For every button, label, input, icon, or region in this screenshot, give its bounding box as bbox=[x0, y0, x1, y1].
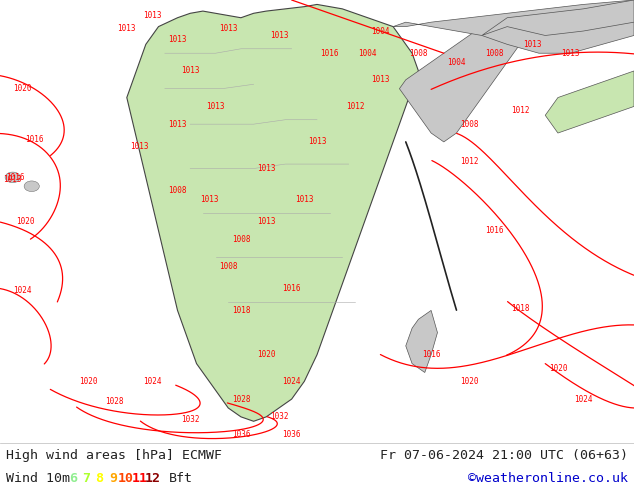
Text: 1012: 1012 bbox=[460, 157, 479, 167]
Text: 1012: 1012 bbox=[346, 102, 365, 111]
Text: 6: 6 bbox=[69, 472, 77, 485]
Polygon shape bbox=[393, 0, 634, 53]
Text: 1013: 1013 bbox=[295, 195, 314, 204]
Text: 1008: 1008 bbox=[485, 49, 504, 58]
Text: 9: 9 bbox=[109, 472, 117, 485]
Text: 1013: 1013 bbox=[168, 120, 187, 129]
Text: 1008: 1008 bbox=[460, 120, 479, 129]
Text: 11: 11 bbox=[131, 472, 148, 485]
Circle shape bbox=[5, 172, 20, 183]
Text: 1004: 1004 bbox=[358, 49, 377, 58]
Text: 1013: 1013 bbox=[200, 195, 219, 204]
Text: 1013: 1013 bbox=[307, 137, 327, 147]
Text: 1018: 1018 bbox=[510, 304, 529, 313]
Text: 1013: 1013 bbox=[130, 142, 149, 151]
Polygon shape bbox=[127, 4, 418, 421]
Text: 1013: 1013 bbox=[143, 11, 162, 20]
Polygon shape bbox=[482, 0, 634, 35]
Text: 1013: 1013 bbox=[206, 102, 225, 111]
Text: 1013: 1013 bbox=[523, 40, 542, 49]
Text: 1024: 1024 bbox=[143, 377, 162, 386]
Text: 1036: 1036 bbox=[282, 430, 301, 439]
Polygon shape bbox=[545, 71, 634, 133]
Text: 12: 12 bbox=[145, 472, 161, 485]
Text: 1004: 1004 bbox=[371, 26, 390, 36]
Text: 1024: 1024 bbox=[282, 377, 301, 386]
Text: 1024: 1024 bbox=[13, 286, 32, 295]
Text: 8: 8 bbox=[96, 472, 103, 485]
Text: 1013: 1013 bbox=[257, 164, 276, 173]
Text: 7: 7 bbox=[82, 472, 90, 485]
Text: 10: 10 bbox=[118, 472, 134, 485]
Text: 1018: 1018 bbox=[231, 306, 250, 315]
Text: 1008: 1008 bbox=[168, 186, 187, 195]
Text: 1016: 1016 bbox=[485, 226, 504, 235]
Text: 1008: 1008 bbox=[231, 235, 250, 244]
Text: 1032: 1032 bbox=[181, 415, 200, 423]
Text: 1028: 1028 bbox=[105, 397, 124, 406]
Text: 1008: 1008 bbox=[219, 262, 238, 270]
Text: 1020: 1020 bbox=[548, 364, 567, 372]
Text: Wind 10m: Wind 10m bbox=[6, 472, 70, 485]
Text: 1013: 1013 bbox=[257, 217, 276, 226]
Text: High wind areas [hPa] ECMWF: High wind areas [hPa] ECMWF bbox=[6, 448, 223, 462]
Text: 1020: 1020 bbox=[16, 217, 35, 226]
Text: 1012: 1012 bbox=[510, 106, 529, 115]
Text: 1013: 1013 bbox=[371, 75, 390, 84]
Text: ©weatheronline.co.uk: ©weatheronline.co.uk bbox=[468, 472, 628, 485]
Text: 1020: 1020 bbox=[79, 377, 98, 386]
Text: Fr 07-06-2024 21:00 UTC (06+63): Fr 07-06-2024 21:00 UTC (06+63) bbox=[380, 448, 628, 462]
Text: 1008: 1008 bbox=[409, 49, 428, 58]
Polygon shape bbox=[406, 311, 437, 372]
Text: 1020: 1020 bbox=[460, 377, 479, 386]
Text: 1020: 1020 bbox=[13, 84, 32, 93]
Text: 1020: 1020 bbox=[257, 350, 276, 359]
Text: 1013: 1013 bbox=[181, 67, 200, 75]
Text: 1013: 1013 bbox=[269, 31, 288, 40]
Circle shape bbox=[24, 181, 39, 192]
Text: 1004: 1004 bbox=[447, 58, 466, 67]
Text: 1016: 1016 bbox=[282, 284, 301, 293]
Text: 1016: 1016 bbox=[422, 350, 441, 359]
Text: 1013: 1013 bbox=[219, 24, 238, 33]
Text: 1024: 1024 bbox=[574, 394, 593, 404]
Text: 1013: 1013 bbox=[168, 35, 187, 45]
Text: Bft: Bft bbox=[169, 472, 193, 485]
Text: 1036: 1036 bbox=[231, 430, 250, 439]
Text: 1016: 1016 bbox=[6, 173, 25, 182]
Text: 1013: 1013 bbox=[561, 49, 580, 58]
Text: 1013: 1013 bbox=[117, 24, 136, 33]
Text: 1016: 1016 bbox=[25, 135, 44, 144]
Text: 1016: 1016 bbox=[320, 49, 339, 58]
Text: 1013: 1013 bbox=[3, 175, 22, 184]
Polygon shape bbox=[399, 18, 526, 142]
Text: 1032: 1032 bbox=[269, 413, 288, 421]
Text: 1028: 1028 bbox=[231, 394, 250, 404]
